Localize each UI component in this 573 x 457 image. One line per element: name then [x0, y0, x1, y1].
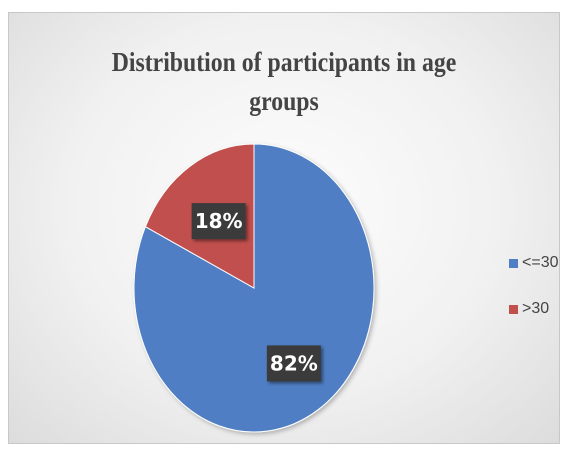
- data-label-le30-text: 82%: [270, 351, 318, 375]
- pie-chart: 82% 18%: [133, 143, 375, 433]
- chart-area: Distribution of participants in age grou…: [8, 12, 560, 444]
- legend-label-gt30: >30: [522, 300, 550, 317]
- data-label-gt30-box: [191, 203, 246, 240]
- chart-title: Distribution of participants in age grou…: [111, 47, 457, 116]
- data-label-le30-box: [266, 345, 321, 382]
- legend: <=30 >30: [509, 253, 558, 345]
- data-label-gt30: 18%: [191, 203, 246, 240]
- legend-swatch-gt30: [509, 304, 518, 314]
- legend-swatch-le30: [509, 258, 518, 268]
- data-label-le30: 82%: [266, 345, 321, 382]
- legend-item-le30: <=30: [509, 253, 558, 273]
- legend-label-le30: <=30: [522, 254, 559, 271]
- legend-item-gt30: >30: [509, 299, 558, 319]
- data-label-gt30-text: 18%: [195, 209, 243, 233]
